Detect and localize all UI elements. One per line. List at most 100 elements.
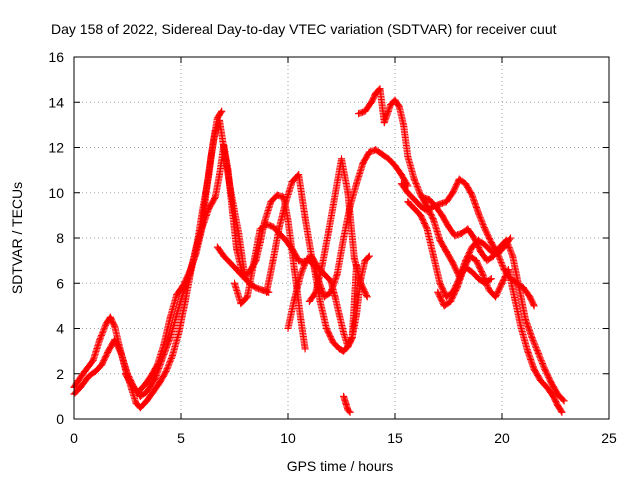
data-point bbox=[98, 361, 106, 369]
data-point bbox=[487, 239, 495, 247]
x-tick-label: 20 bbox=[494, 430, 510, 446]
data-point bbox=[128, 381, 136, 389]
data-point bbox=[290, 266, 298, 274]
data-point bbox=[290, 295, 298, 303]
data-point bbox=[213, 243, 221, 251]
data-point bbox=[335, 311, 343, 319]
data-point bbox=[481, 241, 489, 249]
data-point bbox=[391, 96, 399, 104]
data-point bbox=[425, 196, 433, 204]
data-point bbox=[357, 275, 365, 283]
data-point bbox=[526, 293, 534, 301]
data-point bbox=[344, 343, 352, 351]
y-tick-label: 4 bbox=[56, 321, 64, 337]
data-point bbox=[151, 374, 159, 382]
data-point bbox=[81, 367, 89, 375]
data-point bbox=[301, 345, 309, 353]
data-point bbox=[432, 202, 440, 210]
data-point bbox=[474, 275, 482, 283]
data-point bbox=[445, 223, 452, 231]
data-point bbox=[325, 227, 333, 235]
data-point bbox=[263, 288, 271, 296]
data-point bbox=[192, 250, 200, 258]
data-point bbox=[275, 223, 283, 231]
data-point bbox=[481, 225, 489, 233]
data-point bbox=[507, 234, 515, 242]
data-point bbox=[282, 198, 290, 206]
data-point bbox=[361, 257, 369, 265]
y-tick-label: 12 bbox=[48, 140, 64, 156]
data-point bbox=[288, 245, 296, 253]
data-point bbox=[436, 200, 444, 208]
data-point bbox=[284, 216, 292, 224]
data-point bbox=[243, 293, 251, 301]
data-point bbox=[419, 193, 427, 201]
chart-title: Day 158 of 2022, Sidereal Day-to-day VTE… bbox=[51, 21, 557, 37]
data-point bbox=[121, 370, 129, 378]
data-point bbox=[205, 205, 213, 213]
data-point bbox=[355, 110, 363, 118]
data-point bbox=[147, 372, 155, 380]
data-point bbox=[258, 286, 266, 294]
y-tick-label: 8 bbox=[56, 230, 64, 246]
data-point bbox=[89, 356, 97, 364]
data-point bbox=[434, 288, 442, 296]
data-point bbox=[517, 325, 525, 332]
data-point bbox=[342, 399, 350, 407]
data-point bbox=[423, 207, 431, 215]
data-point bbox=[331, 191, 339, 199]
data-point bbox=[198, 223, 206, 231]
data-point bbox=[417, 211, 425, 219]
data-layer bbox=[70, 85, 568, 416]
data-point bbox=[143, 397, 151, 405]
data-point bbox=[224, 166, 232, 174]
data-point bbox=[256, 225, 264, 233]
data-point bbox=[284, 325, 292, 332]
data-point bbox=[102, 320, 110, 328]
data-point bbox=[430, 216, 438, 224]
data-point bbox=[239, 272, 247, 280]
data-point bbox=[496, 243, 504, 251]
data-point bbox=[263, 220, 271, 228]
data-point bbox=[173, 291, 181, 299]
data-point bbox=[132, 399, 140, 407]
data-point bbox=[442, 293, 450, 301]
data-point bbox=[560, 397, 568, 405]
data-point bbox=[136, 404, 144, 412]
data-point bbox=[237, 300, 245, 308]
data-point bbox=[273, 191, 281, 199]
data-point bbox=[404, 189, 412, 197]
data-point bbox=[85, 372, 93, 380]
data-point bbox=[269, 223, 277, 231]
data-point bbox=[365, 252, 373, 260]
data-point bbox=[267, 198, 275, 206]
data-point bbox=[372, 89, 380, 97]
data-point bbox=[363, 293, 371, 301]
data-point bbox=[96, 336, 104, 344]
data-point bbox=[74, 377, 82, 385]
data-point bbox=[252, 284, 260, 292]
data-point bbox=[211, 193, 219, 201]
data-point bbox=[329, 338, 337, 346]
data-point bbox=[430, 252, 438, 260]
data-point bbox=[333, 270, 341, 278]
data-point bbox=[323, 325, 331, 332]
data-point bbox=[534, 349, 542, 357]
data-point bbox=[410, 175, 418, 183]
data-point bbox=[464, 225, 472, 233]
data-point bbox=[436, 279, 444, 287]
data-point bbox=[397, 171, 405, 179]
data-point bbox=[318, 261, 326, 269]
data-point bbox=[269, 257, 277, 265]
data-point bbox=[117, 349, 125, 357]
data-point bbox=[310, 261, 318, 269]
data-point bbox=[400, 121, 408, 129]
data-point bbox=[417, 202, 425, 210]
data-point bbox=[162, 367, 170, 375]
data-point bbox=[410, 196, 418, 204]
data-point bbox=[477, 248, 485, 256]
data-point bbox=[211, 128, 219, 136]
y-tick-label: 0 bbox=[56, 411, 64, 427]
data-point bbox=[301, 214, 309, 222]
